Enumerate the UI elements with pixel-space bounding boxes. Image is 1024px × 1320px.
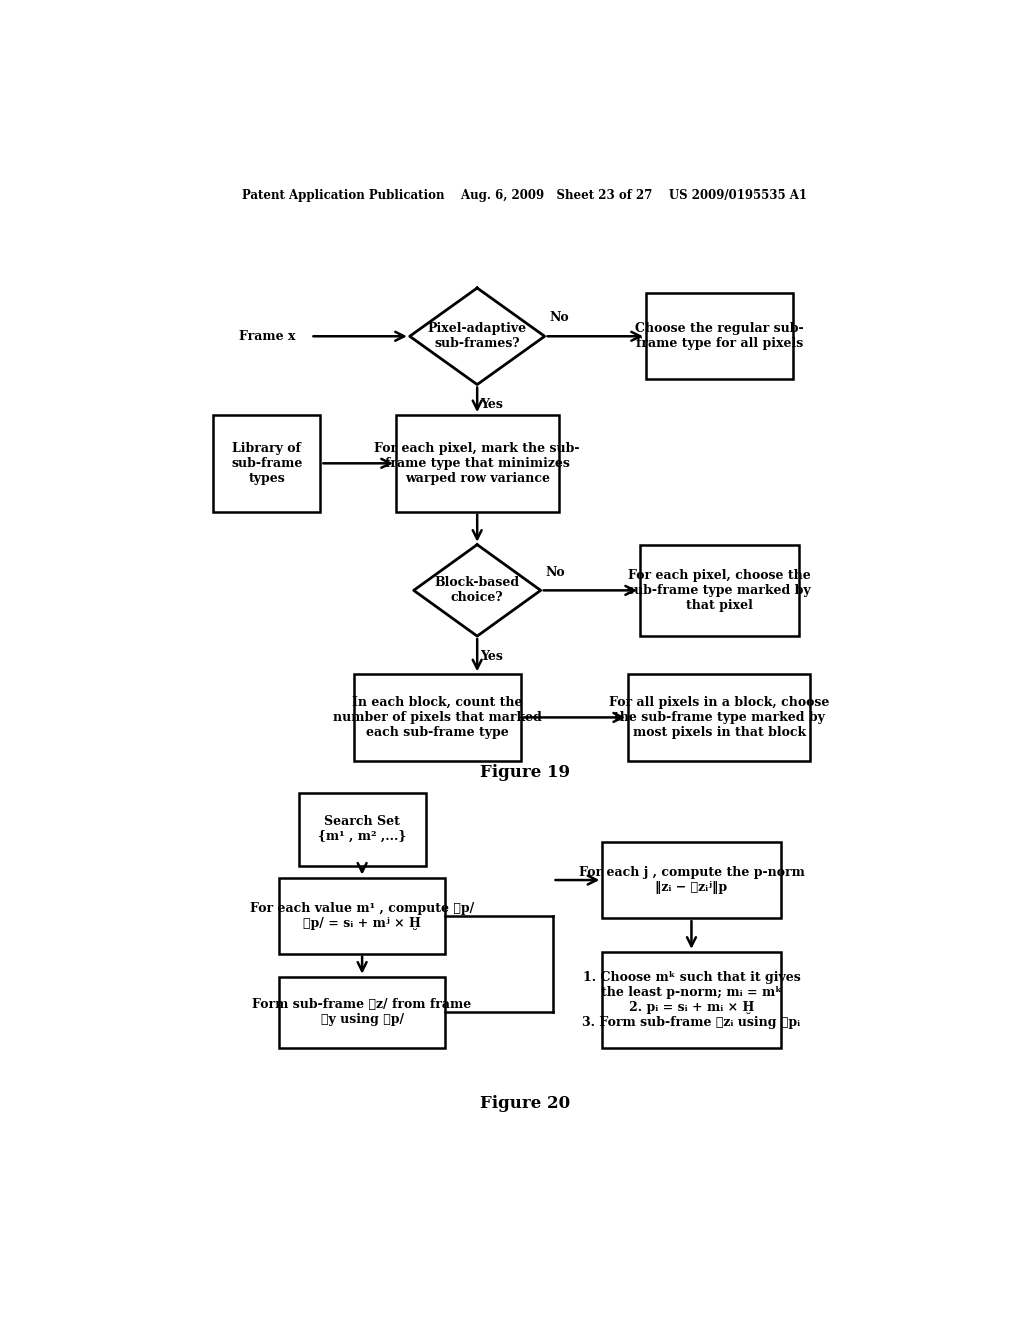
Text: Library of
sub-frame
types: Library of sub-frame types xyxy=(231,442,302,484)
Text: Figure 19: Figure 19 xyxy=(480,764,569,781)
FancyBboxPatch shape xyxy=(628,675,811,760)
Text: Patent Application Publication    Aug. 6, 2009   Sheet 23 of 27    US 2009/01955: Patent Application Publication Aug. 6, 2… xyxy=(243,189,807,202)
Text: For each pixel, mark the sub-
frame type that minimizes
warped row variance: For each pixel, mark the sub- frame type… xyxy=(375,442,580,484)
FancyBboxPatch shape xyxy=(396,414,558,512)
FancyBboxPatch shape xyxy=(213,414,321,512)
Text: 1. Choose mᵏ such that it gives
the least p-norm; mᵢ = mᵏ
2. pᵢ = sᵢ + mᵢ × Ḫ
3.: 1. Choose mᵏ such that it gives the leas… xyxy=(583,972,801,1030)
FancyBboxPatch shape xyxy=(299,792,426,866)
FancyBboxPatch shape xyxy=(646,293,793,379)
Polygon shape xyxy=(410,288,545,384)
Text: No: No xyxy=(549,312,568,325)
Text: For each value m¹ , compute ͞p/
͞p/ = sᵢ + mʲ × Ḫ: For each value m¹ , compute ͞p/ ͞p/ = sᵢ… xyxy=(250,902,474,929)
Text: Search Set
{m¹ , m² ,...}: Search Set {m¹ , m² ,...} xyxy=(318,816,407,843)
Text: Block-based
choice?: Block-based choice? xyxy=(434,577,520,605)
Text: For each j , compute the p-norm
‖zᵢ − ͞zᵢʲ‖p: For each j , compute the p-norm ‖zᵢ − ͞z… xyxy=(579,866,805,894)
Text: Yes: Yes xyxy=(480,399,503,412)
FancyBboxPatch shape xyxy=(279,878,445,954)
Text: Choose the regular sub-
frame type for all pixels: Choose the regular sub- frame type for a… xyxy=(635,322,804,350)
Text: No: No xyxy=(545,565,565,578)
Text: In each block, count the
number of pixels that marked
each sub-frame type: In each block, count the number of pixel… xyxy=(333,696,542,739)
Text: Yes: Yes xyxy=(480,649,503,663)
FancyBboxPatch shape xyxy=(354,675,521,760)
Polygon shape xyxy=(414,545,541,636)
FancyBboxPatch shape xyxy=(602,842,780,919)
Text: For each pixel, choose the
sub-frame type marked by
that pixel: For each pixel, choose the sub-frame typ… xyxy=(628,569,811,612)
FancyBboxPatch shape xyxy=(640,545,799,636)
Text: Frame x: Frame x xyxy=(239,330,295,343)
Text: Pixel-adaptive
sub-frames?: Pixel-adaptive sub-frames? xyxy=(428,322,526,350)
FancyBboxPatch shape xyxy=(602,952,780,1048)
FancyBboxPatch shape xyxy=(279,977,445,1048)
Text: Form sub-frame ͞z/ from frame
͞y using ͞p/: Form sub-frame ͞z/ from frame ͞y using ͞… xyxy=(253,998,472,1026)
Text: Figure 20: Figure 20 xyxy=(479,1096,570,1113)
Text: For all pixels in a block, choose
the sub-frame type marked by
most pixels in th: For all pixels in a block, choose the su… xyxy=(609,696,829,739)
